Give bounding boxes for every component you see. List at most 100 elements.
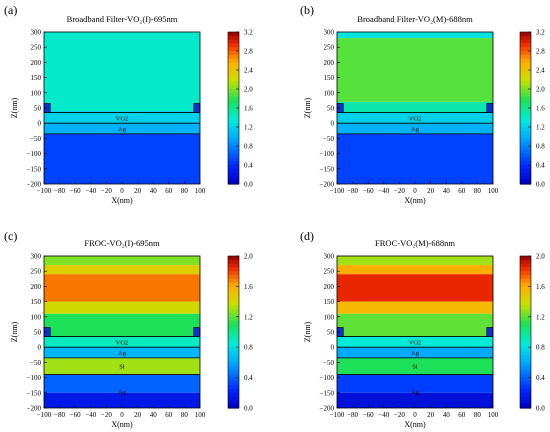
colorbar-segment — [520, 351, 531, 356]
colorbar-segment — [520, 32, 531, 37]
colorbar-segment — [228, 335, 239, 341]
y-tick-label: 0 — [331, 120, 335, 128]
colorbar-segment — [228, 404, 239, 409]
colorbar-segment — [520, 373, 531, 379]
y-tick-label: 300 — [31, 29, 42, 37]
x-tick-label: 60 — [458, 187, 466, 195]
colorbar-segment — [520, 111, 531, 117]
colorbar-segment — [228, 70, 239, 75]
layer-label: VO2 — [409, 115, 422, 122]
colorbar-segment — [520, 58, 531, 63]
field-region — [337, 32, 493, 39]
colorbar-segment — [228, 104, 239, 109]
x-axis-label: X(nm) — [111, 196, 133, 205]
colorbar-segment — [228, 119, 239, 124]
colorbar-segment — [228, 339, 239, 344]
colorbar-segment — [228, 313, 239, 318]
colorbar-tick-label: 0.4 — [536, 374, 545, 382]
colorbar-segment — [228, 108, 239, 113]
colorbar-segment — [228, 73, 239, 79]
colorbar-segment — [520, 165, 531, 170]
colorbar-tick-label: 2.0 — [536, 86, 545, 94]
colorbar-segment — [228, 142, 239, 147]
chart-panel-a: (a) Broadband Filter-VO₂(I)-695nm VO2 Ag −10… — [4, 3, 253, 205]
colorbar-segment — [520, 301, 531, 306]
x-tick-label: −40 — [85, 187, 96, 195]
colorbar-segment — [520, 385, 531, 390]
x-tick-label: −100 — [37, 187, 52, 195]
y-tick-label: 50 — [327, 105, 335, 113]
colorbar-segment — [520, 275, 531, 280]
colorbar-segment — [520, 176, 531, 181]
y-tick-label: −150 — [27, 165, 42, 173]
colorbar-segment — [228, 111, 239, 117]
colorbar-segment — [520, 66, 531, 71]
colorbar-segment — [228, 392, 239, 398]
colorbar-segment — [520, 389, 531, 394]
colorbar-segment — [228, 354, 239, 360]
field-region — [337, 101, 493, 113]
y-tick-label: 200 — [324, 59, 335, 67]
edge-structure — [486, 103, 494, 113]
colorbar-segment — [520, 119, 531, 124]
y-tick-label: 50 — [327, 329, 335, 337]
x-tick-label: −20 — [101, 411, 112, 419]
colorbar-segment — [228, 400, 239, 405]
colorbar-segment — [520, 77, 531, 82]
colorbar-segment — [520, 335, 531, 341]
x-tick-label: 20 — [134, 187, 142, 195]
y-tick-label: 150 — [324, 74, 335, 82]
colorbar-segment — [520, 294, 531, 299]
colorbar-segment — [520, 362, 531, 367]
x-tick-label: 0 — [120, 411, 124, 419]
colorbar-segment — [228, 51, 239, 56]
colorbar-segment — [228, 123, 239, 128]
colorbar-tick-label: 0.4 — [244, 374, 253, 382]
colorbar-segment — [520, 180, 531, 185]
colorbar-segment — [228, 77, 239, 82]
y-tick-label: −200 — [27, 181, 42, 189]
colorbar-tick-label: 2.0 — [244, 86, 253, 94]
colorbar-segment — [228, 96, 239, 101]
colorbar-segment — [228, 138, 239, 143]
x-tick-label: 80 — [181, 187, 189, 195]
colorbar-segment — [520, 381, 531, 386]
colorbar-segment — [228, 286, 239, 291]
colorbar-segment — [228, 157, 239, 162]
field-region — [337, 256, 493, 266]
y-tick-label: 250 — [31, 268, 42, 276]
field-region — [44, 123, 200, 134]
y-tick-label: 0 — [38, 344, 42, 352]
colorbar-segment — [520, 104, 531, 109]
colorbar-segment — [520, 54, 531, 60]
y-tick-label: 250 — [324, 268, 335, 276]
x-tick-label: 40 — [150, 187, 158, 195]
colorbar-segment — [520, 70, 531, 75]
y-tick-label: 300 — [324, 29, 335, 37]
colorbar-tick-label: 2.0 — [244, 253, 253, 261]
colorbar-segment — [520, 62, 531, 67]
colorbar-segment — [520, 392, 531, 398]
colorbar-segment — [228, 165, 239, 170]
colorbar-segment — [228, 373, 239, 379]
colorbar-segment — [520, 168, 531, 174]
colorbar-segment — [520, 108, 531, 113]
colorbar-tick-label: 1.6 — [244, 105, 253, 113]
x-tick-label: 100 — [488, 411, 499, 419]
field-region — [337, 301, 493, 314]
colorbar-segment — [520, 153, 531, 158]
x-tick-label: 100 — [195, 187, 206, 195]
y-tick-label: 100 — [324, 313, 335, 321]
field-region — [44, 392, 200, 408]
colorbar-tick-label: 0.0 — [536, 405, 545, 413]
colorbar-segment — [520, 96, 531, 101]
y-tick-label: −150 — [27, 389, 42, 397]
colorbar-segment — [228, 282, 239, 287]
field-region — [337, 392, 493, 408]
panel-label: (b) — [300, 3, 314, 17]
colorbar-segment — [520, 47, 531, 52]
y-tick-label: 0 — [38, 120, 42, 128]
colorbar-segment — [228, 168, 239, 174]
layer-label: Ag — [118, 389, 127, 396]
colorbar-segment — [520, 73, 531, 79]
